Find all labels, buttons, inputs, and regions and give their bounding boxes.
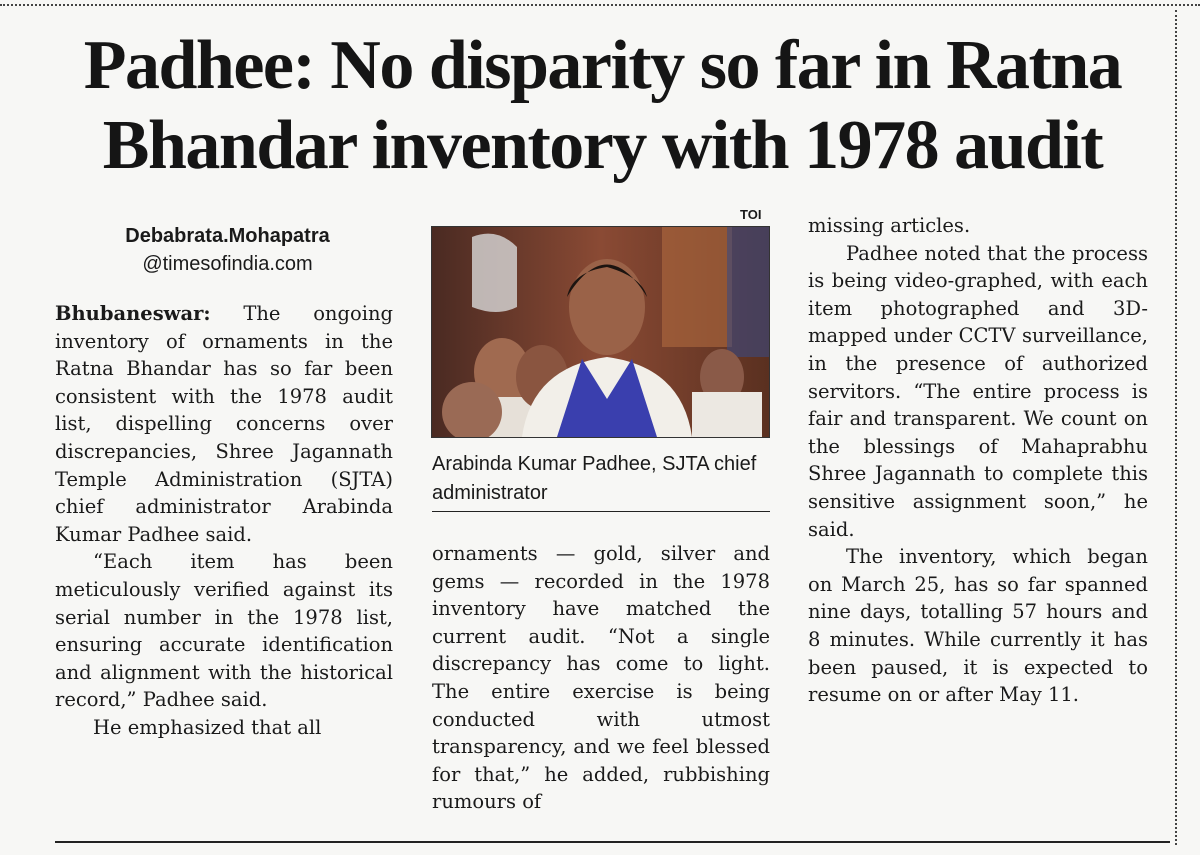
- paragraph-2: “Each item has been meticulously verifie…: [55, 550, 393, 712]
- photo-credit: TOI: [740, 207, 762, 222]
- paragraph-7: The inventory, which began on March 25, …: [808, 545, 1148, 707]
- byline-name: Debabrata.Mohapatra: [125, 225, 330, 247]
- article-column-3: missing articles. Padhee noted that the …: [808, 212, 1148, 709]
- article-column-1: Bhubaneswar: The ongoing inventory of or…: [55, 300, 393, 742]
- right-dotted-rule: [1175, 10, 1177, 845]
- caption-rule: [432, 511, 770, 512]
- photo-illustration: [432, 227, 769, 437]
- byline-handle: @timesofindia.com: [142, 253, 313, 275]
- dateline: Bhubaneswar:: [55, 302, 211, 325]
- paragraph-5: missing articles.: [808, 214, 971, 237]
- bottom-rule: [55, 841, 1170, 843]
- headline-line-1: Padhee: No disparity so far in Ratna: [83, 27, 1123, 104]
- top-dotted-rule: [0, 4, 1200, 6]
- paragraph-3: He emphasized that all: [93, 715, 322, 739]
- photo-caption: Arabinda Kumar Padhee, SJTA chief admini…: [432, 453, 757, 504]
- news-photo: [431, 226, 770, 438]
- byline: Debabrata.Mohapatra @timesofindia.com: [55, 222, 400, 278]
- article-column-2: ornaments — gold, silver and gems — reco…: [432, 540, 770, 816]
- headline-line-2: Bhandar inventory with 1978 audit: [102, 107, 1104, 184]
- headline: Padhee: No disparity so far in Ratna Bha…: [40, 26, 1165, 186]
- paragraph-6: Padhee noted that the process is being v…: [808, 241, 1148, 541]
- paragraph-1: The ongoing inventory of ornaments in th…: [55, 302, 393, 546]
- paragraph-4: ornaments — gold, silver and gems — reco…: [432, 542, 770, 814]
